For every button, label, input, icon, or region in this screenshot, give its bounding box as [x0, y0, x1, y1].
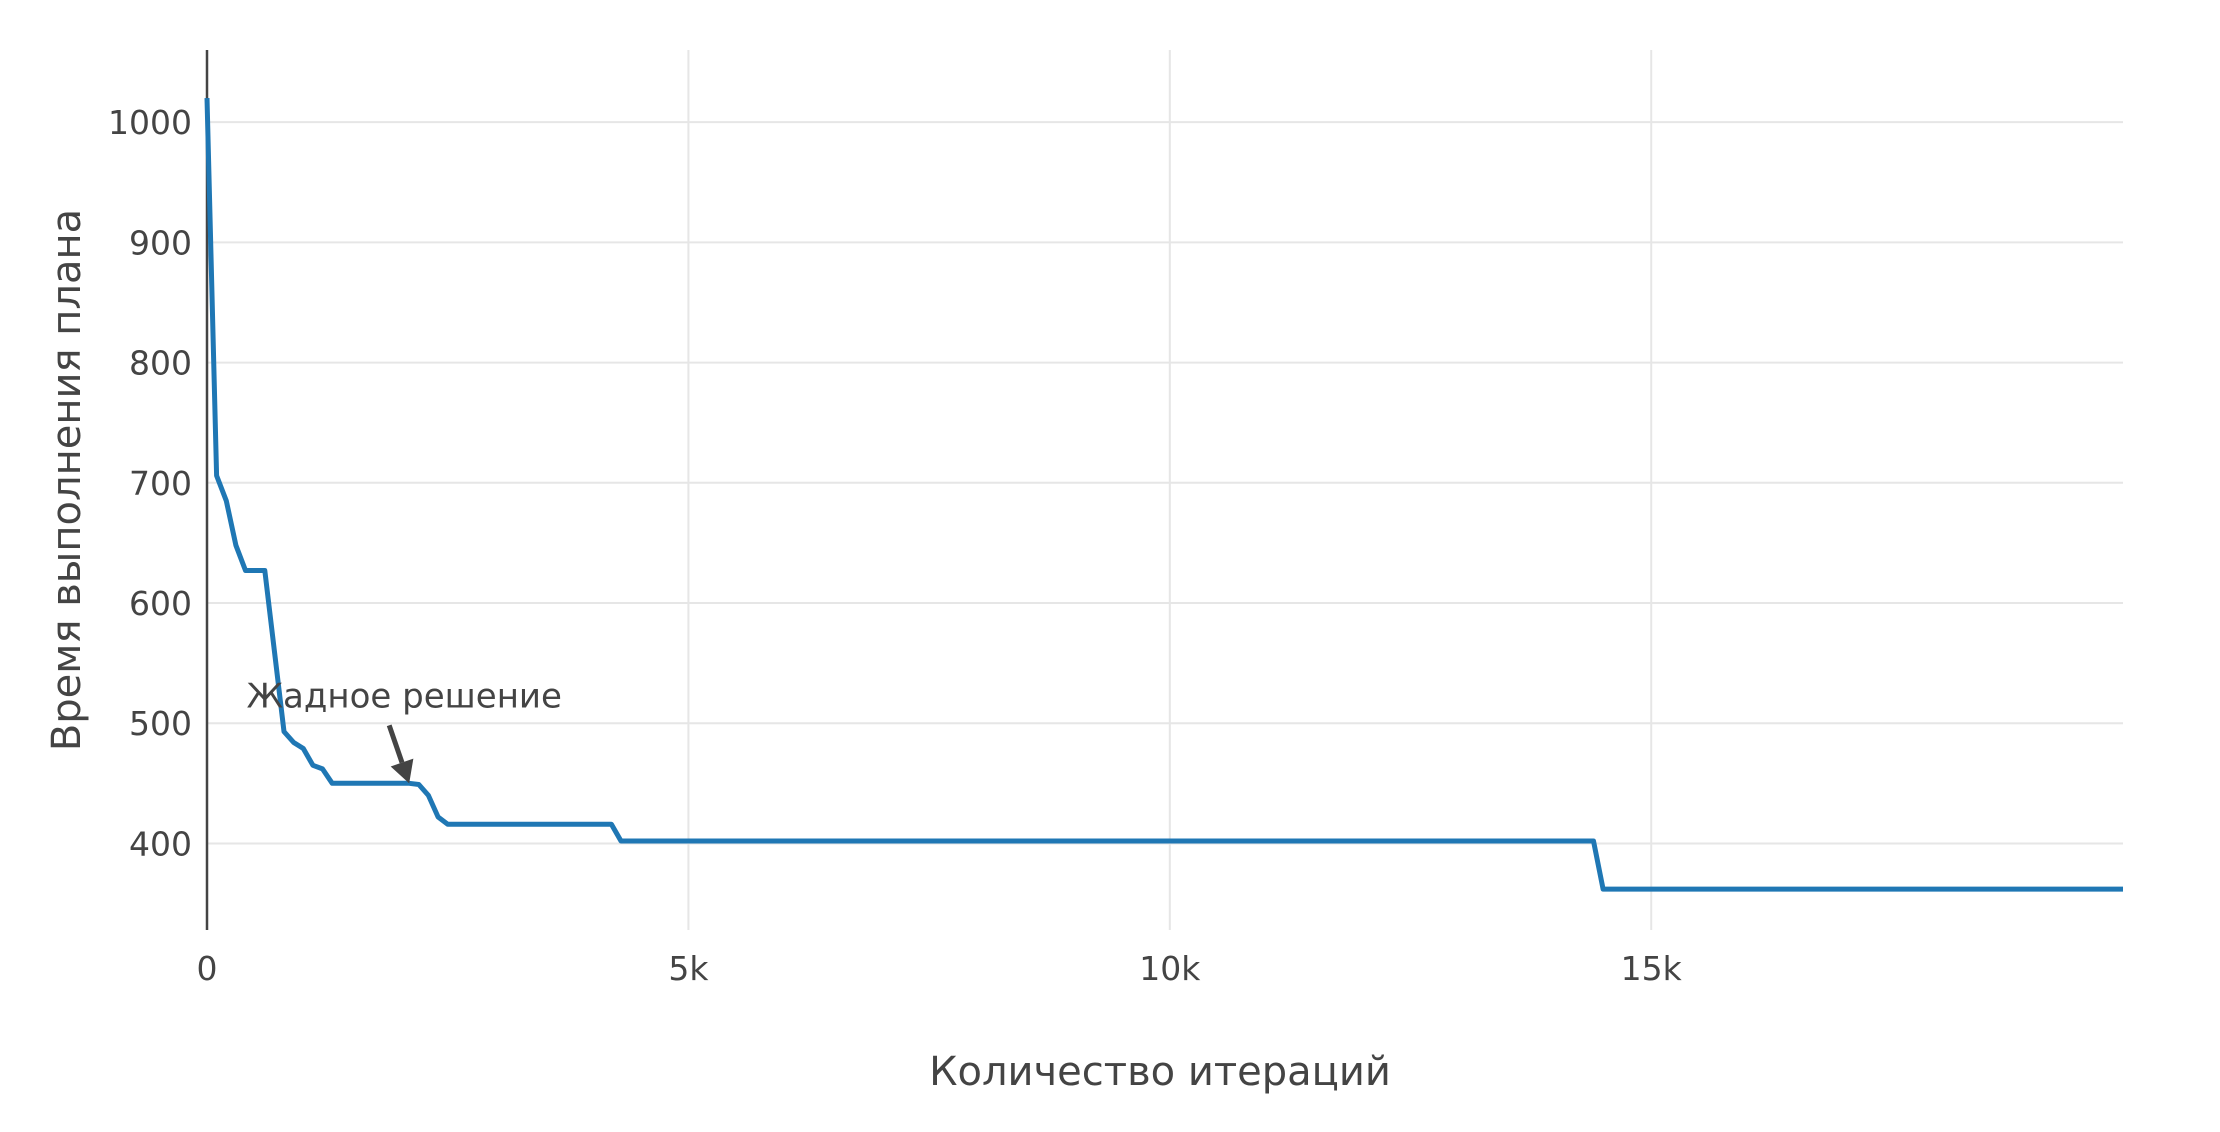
series-layer	[204, 98, 2123, 892]
annotation-label: Жадное решение	[246, 676, 562, 716]
x-axis-title: Количество итераций	[929, 1049, 1391, 1095]
y-tick-label: 800	[129, 344, 192, 383]
x-tick-label: 5k	[668, 949, 709, 988]
y-axis-title: Время выполнения плана	[44, 209, 90, 751]
annotation-layer: Жадное решение	[246, 676, 562, 784]
y-tick-label: 600	[129, 584, 192, 623]
grid-layer	[207, 50, 2123, 930]
axis-layer: 400 500 600 700 800 900 1000 0 5k 10k 15k	[108, 50, 1683, 988]
annotation-arrow-shaft	[386, 724, 405, 764]
x-tick-label: 0	[197, 949, 218, 988]
y-tick-label: 1000	[108, 103, 192, 142]
annotation-arrow-head	[390, 758, 414, 784]
x-tick-label: 15k	[1621, 949, 1683, 988]
series-line	[204, 98, 2123, 892]
y-tick-label: 700	[129, 464, 192, 503]
y-tick-label: 900	[129, 223, 192, 262]
y-tick-label: 400	[129, 824, 192, 863]
x-tick-label: 10k	[1139, 949, 1201, 988]
y-tick-label: 500	[129, 704, 192, 743]
